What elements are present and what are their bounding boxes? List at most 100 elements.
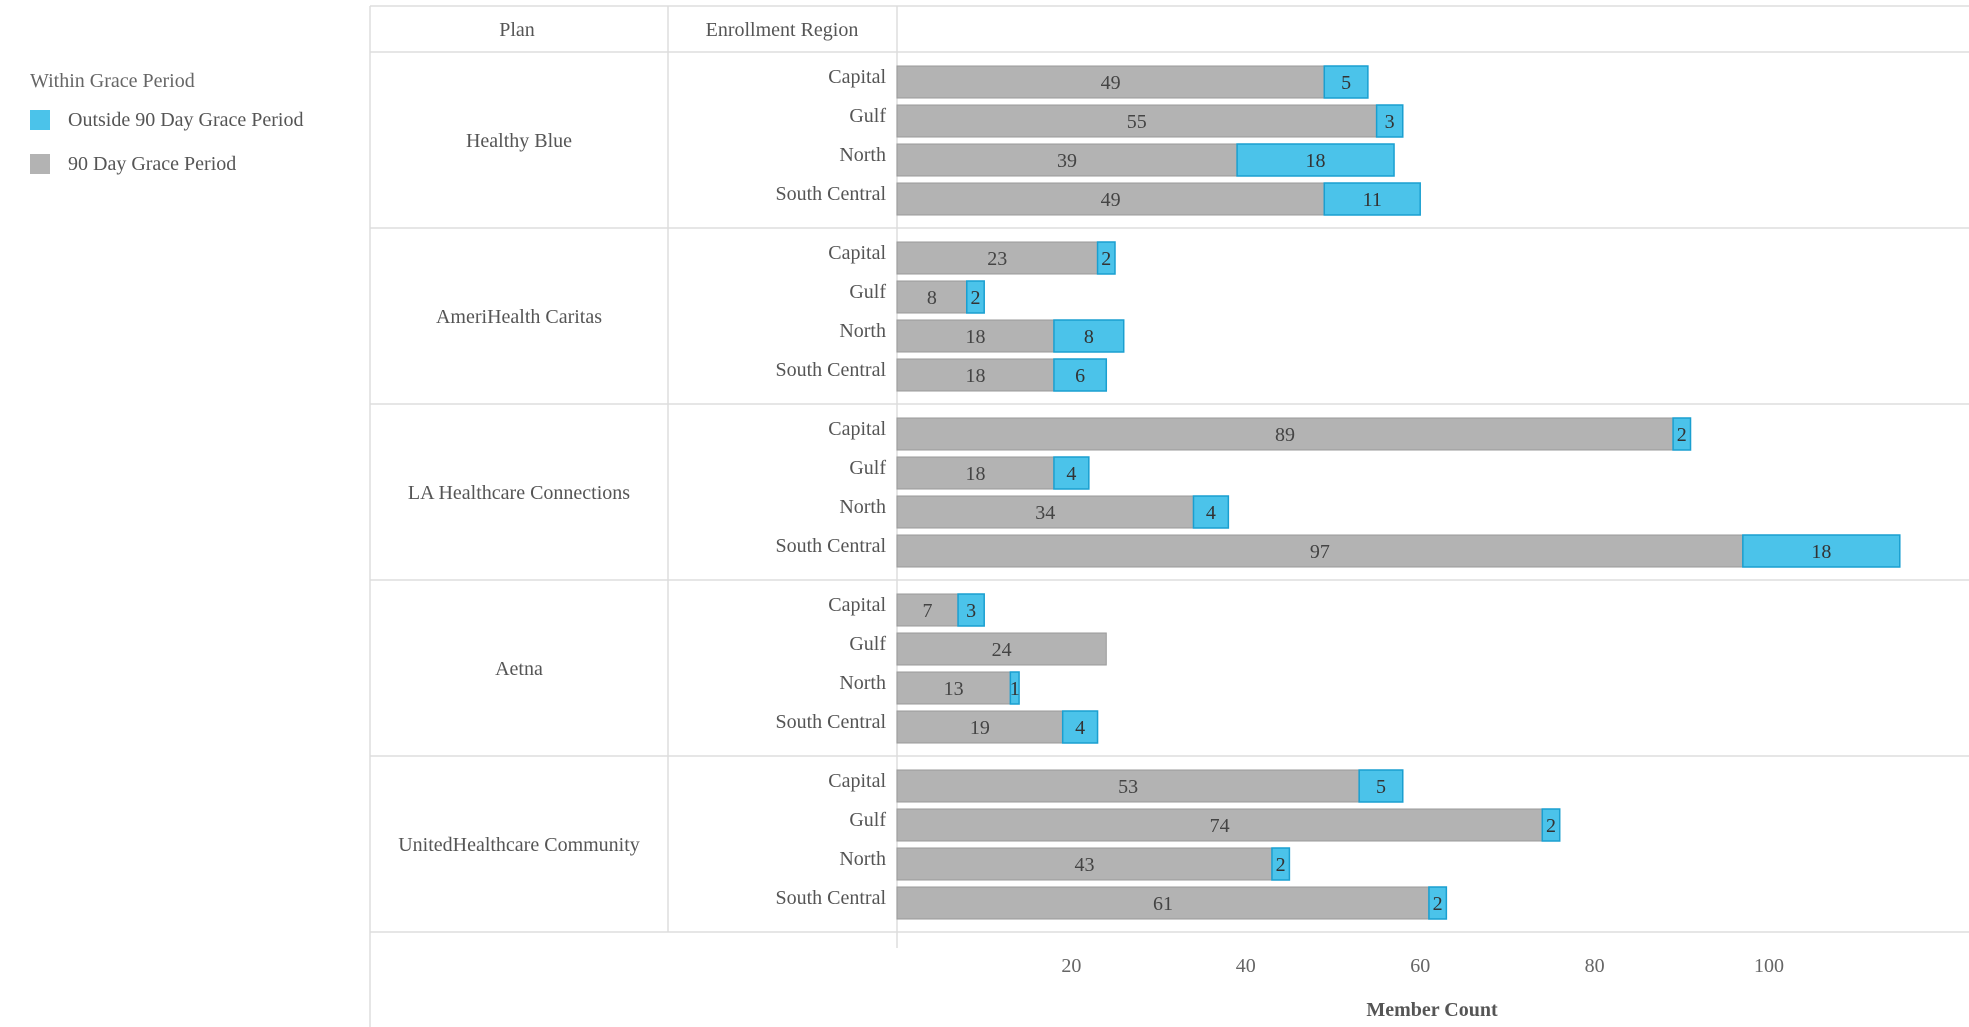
- x-axis: 20 40 60 80 100: [1061, 955, 1784, 977]
- region-label: Capital: [828, 594, 886, 616]
- legend: Within Grace Period Outside 90 Day Grace…: [30, 70, 304, 193]
- bar-label-within-grace: 43: [1074, 854, 1094, 876]
- region-label: South Central: [775, 359, 886, 381]
- x-tick-label: 100: [1754, 955, 1784, 977]
- bar-label-within-grace: 23: [987, 248, 1007, 270]
- plan-header: Plan: [499, 19, 535, 41]
- x-tick-label: 80: [1585, 955, 1605, 977]
- bar-outside-grace[interactable]: [1672, 417, 1692, 451]
- region-label: North: [839, 144, 886, 166]
- bar-label-within-grace: 39: [1057, 150, 1077, 172]
- bar-label-within-grace: 55: [1127, 111, 1147, 133]
- region-label: North: [839, 672, 886, 694]
- bar-outside-grace[interactable]: [1061, 710, 1099, 744]
- bar-label-within-grace: 53: [1118, 776, 1138, 798]
- legend-swatch-within: [30, 154, 50, 174]
- bar-outside-grace[interactable]: [1323, 65, 1369, 99]
- plan-label: LA Healthcare Connections: [408, 482, 630, 504]
- bar-label-outside-grace: 3: [966, 600, 976, 622]
- region-label: Capital: [828, 418, 886, 440]
- bar-label-within-grace: 74: [1210, 815, 1230, 837]
- bar-outside-grace[interactable]: [1358, 769, 1404, 803]
- bar-outside-grace[interactable]: [1428, 886, 1448, 920]
- region-label: South Central: [775, 183, 886, 205]
- bar-label-within-grace: 49: [1101, 72, 1121, 94]
- region-label: South Central: [775, 887, 886, 909]
- bar-outside-grace[interactable]: [1096, 241, 1116, 275]
- bar-within-grace[interactable]: [896, 319, 1055, 353]
- region-label: Gulf: [849, 633, 886, 655]
- bar-label-outside-grace: 3: [1385, 111, 1395, 133]
- region-label: Capital: [828, 242, 886, 264]
- bar-within-grace[interactable]: [896, 671, 1011, 705]
- bar-within-grace[interactable]: [896, 417, 1674, 451]
- bar-label-outside-grace: 4: [1075, 717, 1085, 739]
- bar-within-grace[interactable]: [896, 534, 1744, 568]
- bar-label-within-grace: 49: [1101, 189, 1121, 211]
- region-label: Gulf: [849, 809, 886, 831]
- legend-title: Within Grace Period: [30, 70, 195, 92]
- plan-label: UnitedHealthcare Community: [398, 834, 640, 856]
- bar-within-grace[interactable]: [896, 280, 968, 314]
- region-label: Gulf: [849, 457, 886, 479]
- bar-label-within-grace: 7: [923, 600, 933, 622]
- x-tick-label: 20: [1061, 955, 1081, 977]
- plan-labels: Healthy Blue AmeriHealth Caritas LA Health…: [398, 130, 640, 856]
- region-label: South Central: [775, 535, 886, 557]
- region-label: North: [839, 320, 886, 342]
- bar-label-outside-grace: 2: [1101, 248, 1111, 270]
- bar-outside-grace[interactable]: [1009, 671, 1020, 705]
- bar-label-within-grace: 34: [1035, 502, 1055, 524]
- bar-label-outside-grace: 2: [970, 287, 980, 309]
- plan-label: Aetna: [495, 658, 543, 680]
- bar-outside-grace[interactable]: [966, 280, 985, 314]
- bar-label-outside-grace: 4: [1206, 502, 1216, 524]
- bar-within-grace[interactable]: [896, 847, 1273, 881]
- bar-label-outside-grace: 5: [1376, 776, 1386, 798]
- plan-label: Healthy Blue: [466, 130, 572, 152]
- region-label: Gulf: [849, 105, 886, 127]
- legend-item-within[interactable]: 90 Day Grace Period: [30, 149, 304, 179]
- bar-outside-grace[interactable]: [1236, 143, 1395, 177]
- bar-outside-grace[interactable]: [1271, 847, 1291, 881]
- bar-outside-grace[interactable]: [1323, 182, 1421, 216]
- bar-outside-grace[interactable]: [957, 593, 985, 627]
- bar-label-within-grace: 18: [965, 326, 985, 348]
- bar-within-grace[interactable]: [896, 182, 1325, 216]
- region-label: South Central: [775, 711, 886, 733]
- bar-label-outside-grace: 2: [1546, 815, 1556, 837]
- bar-label-outside-grace: 2: [1677, 424, 1687, 446]
- bar-outside-grace[interactable]: [1053, 319, 1125, 353]
- region-header: Enrollment Region: [706, 19, 859, 41]
- legend-item-outside[interactable]: Outside 90 Day Grace Period: [30, 105, 304, 135]
- bar-outside-grace[interactable]: [1375, 104, 1404, 138]
- bar-label-within-grace: 61: [1153, 893, 1173, 915]
- bar-label-within-grace: 13: [944, 678, 964, 700]
- bar-label-outside-grace: 2: [1276, 854, 1286, 876]
- bar-outside-grace[interactable]: [1541, 808, 1561, 842]
- bar-label-outside-grace: 4: [1066, 463, 1076, 485]
- region-label: North: [839, 848, 886, 870]
- bar-within-grace[interactable]: [896, 143, 1238, 177]
- bar-label-outside-grace: 5: [1341, 72, 1351, 94]
- bar-label-within-grace: 89: [1275, 424, 1295, 446]
- bar-label-outside-grace: 8: [1084, 326, 1094, 348]
- bar-within-grace[interactable]: [896, 632, 1107, 666]
- region-label: Gulf: [849, 281, 886, 303]
- region-label: North: [839, 496, 886, 518]
- plan-label: AmeriHealth Caritas: [436, 306, 602, 328]
- bar-within-grace[interactable]: [896, 593, 959, 627]
- bar-within-grace[interactable]: [896, 456, 1055, 490]
- bar-outside-grace[interactable]: [1192, 495, 1230, 529]
- legend-label-outside: Outside 90 Day Grace Period: [68, 108, 304, 131]
- bar-outside-grace[interactable]: [1742, 534, 1901, 568]
- bar-within-grace[interactable]: [896, 886, 1430, 920]
- bar-outside-grace[interactable]: [1053, 358, 1108, 392]
- bar-label-outside-grace: 18: [1306, 150, 1326, 172]
- bar-within-grace[interactable]: [896, 358, 1055, 392]
- bar-label-within-grace: 24: [992, 639, 1012, 661]
- bar-outside-grace[interactable]: [1053, 456, 1090, 490]
- bar-label-within-grace: 18: [965, 365, 985, 387]
- bar-within-grace[interactable]: [896, 241, 1099, 275]
